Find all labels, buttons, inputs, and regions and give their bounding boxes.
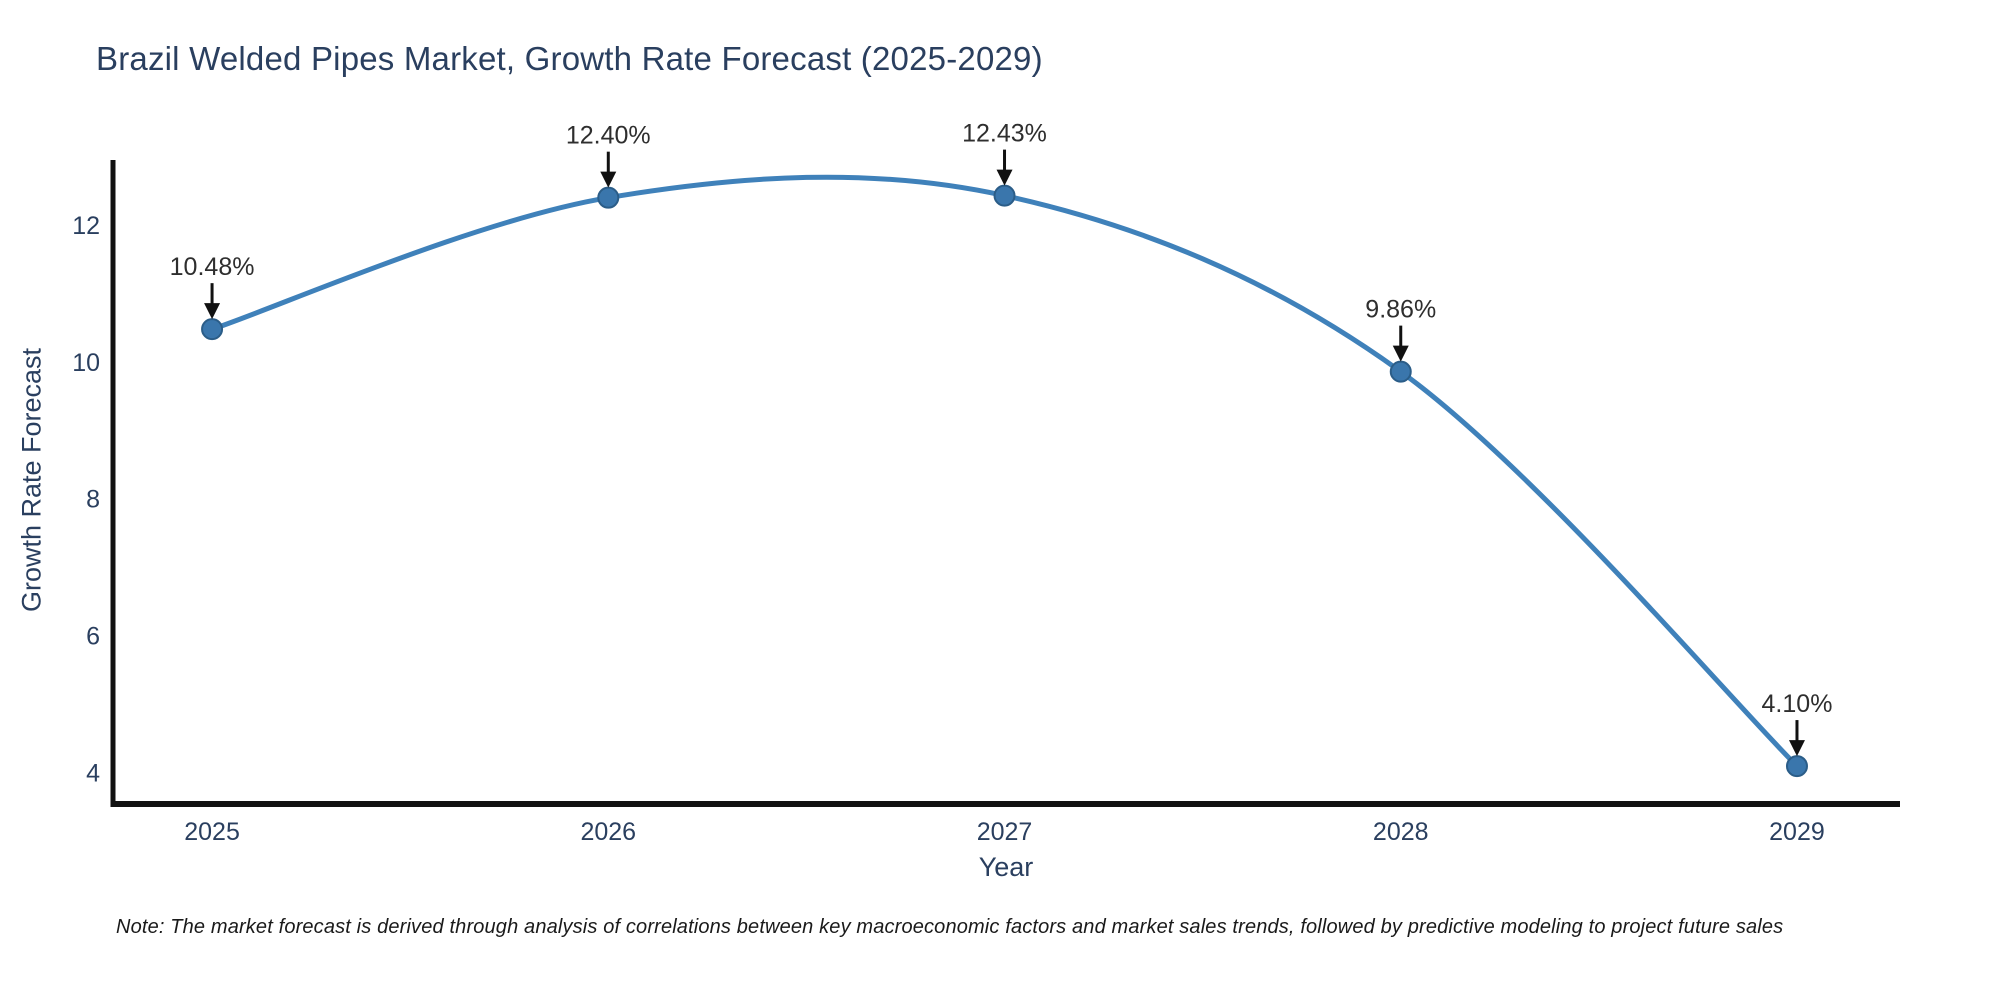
annotation-label: 10.48%	[170, 253, 255, 281]
annotation-label: 4.10%	[1762, 690, 1833, 718]
annotation-arrow-head	[1392, 345, 1409, 362]
annotation-arrow-head	[1788, 740, 1805, 757]
annotation-label: 12.40%	[566, 122, 651, 150]
data-point-marker	[993, 184, 1016, 207]
chart-title: Brazil Welded Pipes Market, Growth Rate …	[96, 40, 1043, 77]
annotation-label: 12.43%	[962, 120, 1047, 148]
x-tick-label: 2028	[1373, 818, 1429, 846]
x-tick-label: 2026	[580, 818, 636, 846]
annotation-arrow-head	[600, 171, 617, 188]
annotation-arrow-head	[204, 303, 221, 320]
data-point-marker	[1785, 755, 1808, 778]
y-tick-label: 10	[72, 349, 100, 377]
y-tick-label: 4	[86, 760, 100, 788]
data-point-marker	[201, 318, 224, 341]
annotation-arrow-head	[996, 169, 1013, 186]
data-point-marker	[597, 186, 620, 209]
x-tick-label: 2027	[977, 818, 1033, 846]
y-tick-label: 8	[86, 486, 100, 514]
chart-footnote: Note: The market forecast is derived thr…	[116, 916, 1784, 938]
series-line	[209, 174, 1800, 769]
y-tick-label: 12	[72, 212, 100, 240]
annotation-label: 9.86%	[1365, 296, 1436, 324]
y-tick-label: 6	[86, 623, 100, 651]
x-axis-title: Year	[978, 852, 1034, 882]
x-tick-label: 2029	[1769, 818, 1825, 846]
data-point-marker	[1389, 360, 1412, 383]
x-tick-label: 2025	[184, 818, 240, 846]
